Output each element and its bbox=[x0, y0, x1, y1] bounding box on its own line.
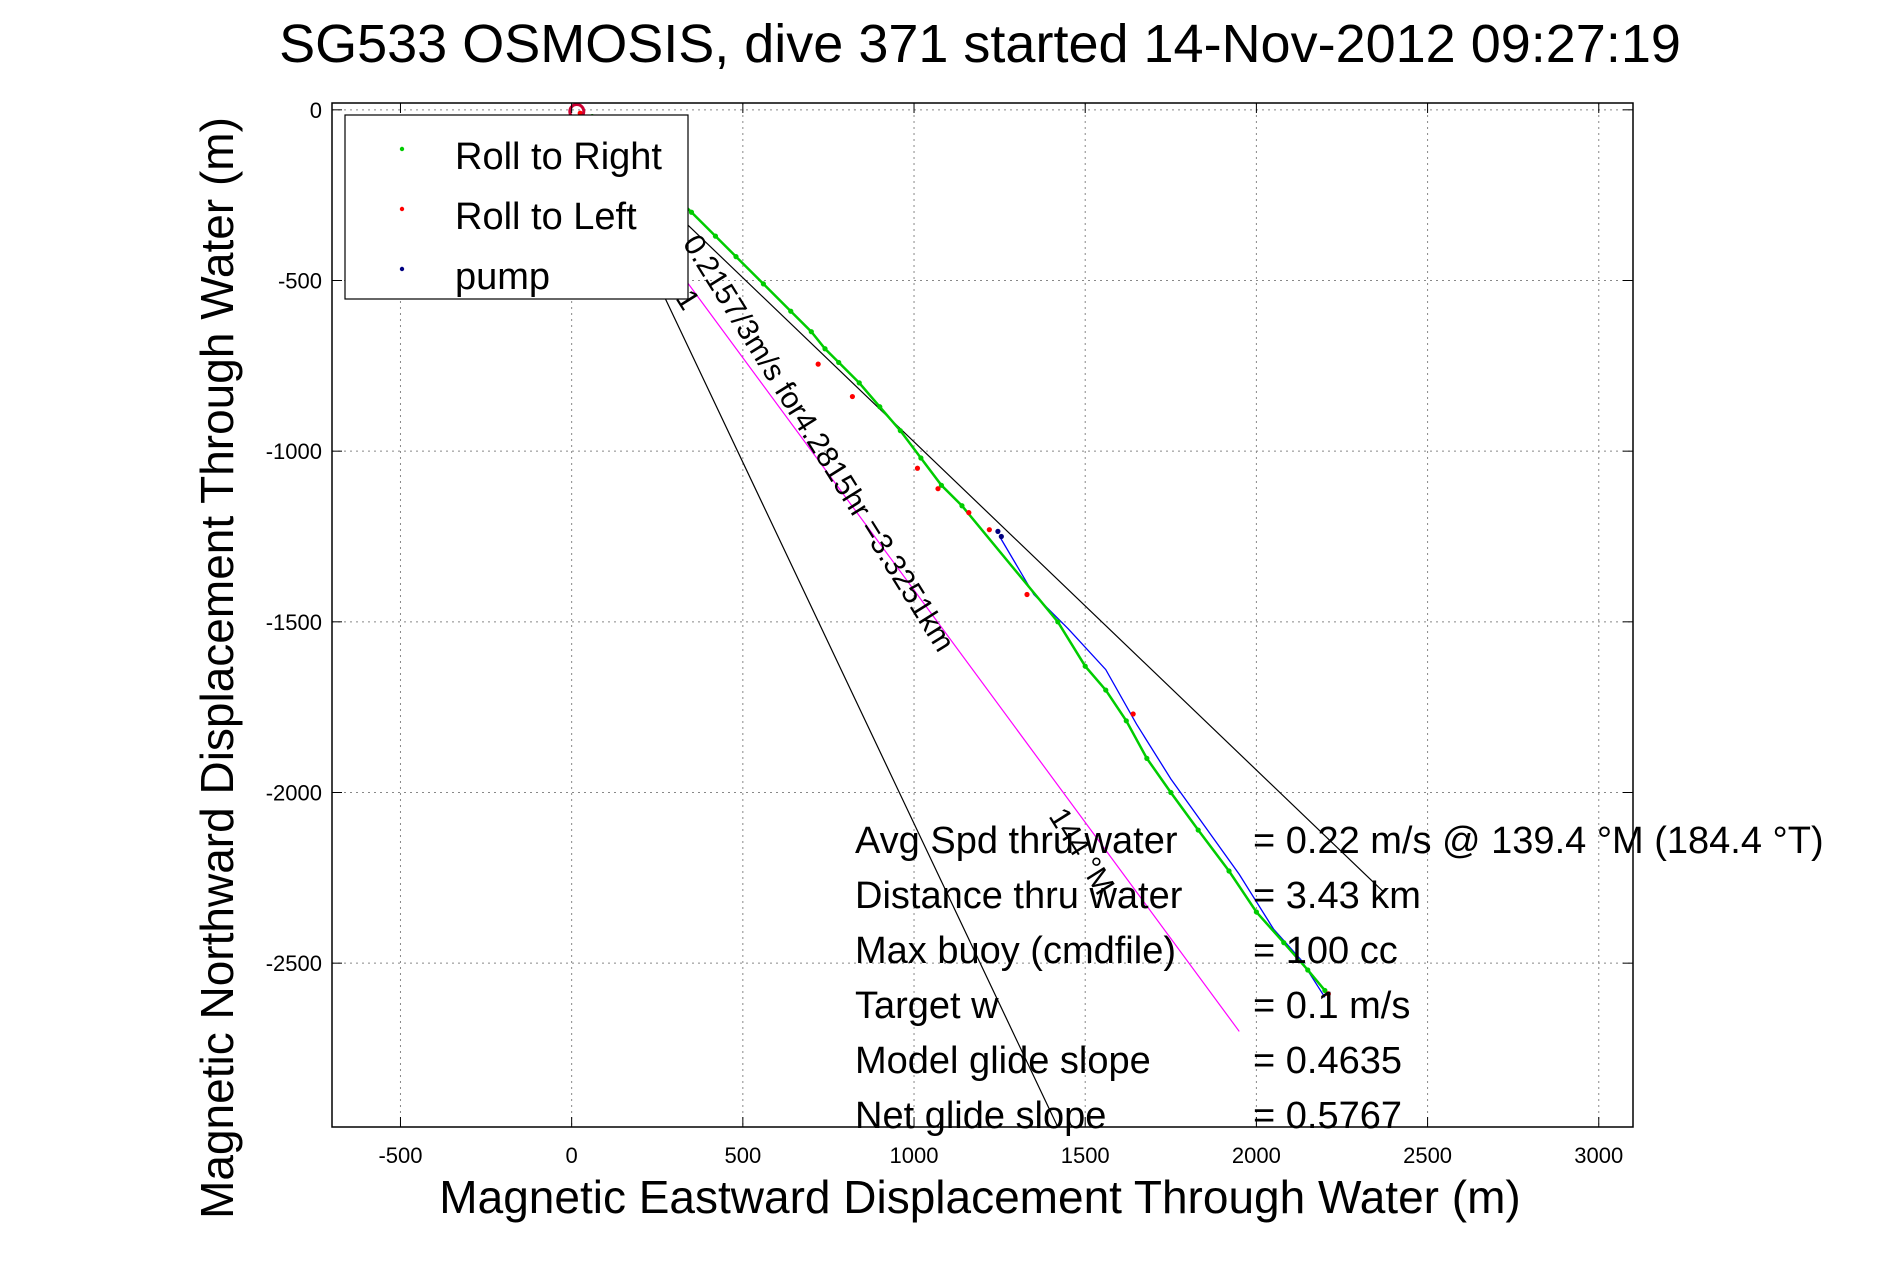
data-point bbox=[808, 329, 814, 335]
y-tick-label: -2000 bbox=[266, 780, 322, 805]
x-tick-label: 1500 bbox=[1061, 1143, 1110, 1168]
legend-marker bbox=[399, 146, 405, 152]
stat-value: = 0.1 m/s bbox=[1253, 985, 1410, 1027]
legend-label: Roll to Left bbox=[455, 196, 637, 238]
data-point bbox=[897, 428, 903, 434]
reference-line bbox=[622, 194, 1240, 1032]
legend-marker bbox=[399, 266, 405, 272]
data-point bbox=[1253, 909, 1259, 915]
data-point bbox=[966, 509, 972, 516]
data-point bbox=[836, 359, 842, 366]
legend-marker bbox=[399, 206, 405, 212]
x-tick-label: -500 bbox=[378, 1143, 422, 1168]
data-point bbox=[1144, 755, 1150, 761]
x-tick-label: 3000 bbox=[1574, 1143, 1623, 1168]
reference-lines bbox=[581, 123, 1384, 1128]
data-point bbox=[1226, 868, 1232, 874]
y-tick-label: -1500 bbox=[266, 610, 322, 635]
data-point bbox=[1305, 967, 1311, 973]
legend-label: pump bbox=[455, 256, 550, 298]
x-tick-label: 1000 bbox=[890, 1143, 939, 1168]
data-point bbox=[1130, 711, 1136, 717]
data-point bbox=[856, 380, 862, 386]
glider-track-line bbox=[999, 536, 1326, 998]
speed-annotation: 0.2157/3m/s for4.2815hr =3.3251km bbox=[676, 229, 961, 657]
data-point bbox=[849, 393, 856, 400]
data-point bbox=[712, 233, 719, 239]
chart-title: SG533 OSMOSIS, dive 371 started 14-Nov-2… bbox=[279, 14, 1681, 74]
data-point bbox=[877, 404, 883, 410]
data-point bbox=[1055, 619, 1061, 625]
data-point bbox=[1103, 687, 1109, 693]
x-tick-label: 2500 bbox=[1403, 1143, 1452, 1168]
data-point bbox=[760, 281, 766, 287]
stat-value: = 100 cc bbox=[1253, 930, 1398, 972]
data-point bbox=[822, 346, 828, 352]
data-point bbox=[986, 527, 992, 533]
data-point bbox=[1123, 718, 1129, 724]
stat-label: Target w bbox=[855, 985, 999, 1027]
line-annotations: 0.2157/3m/s for4.2815hr =3.3251km 144 °M… bbox=[669, 229, 1121, 900]
data-point bbox=[733, 254, 739, 260]
x-tick-label: 0 bbox=[566, 1143, 578, 1168]
stat-label: Net glide slope bbox=[855, 1095, 1106, 1137]
y-tick-label: -1000 bbox=[266, 439, 322, 464]
stat-value: = 0.4635 bbox=[1253, 1040, 1402, 1082]
data-point bbox=[1024, 591, 1030, 598]
stat-label: Max buoy (cmdfile) bbox=[855, 930, 1176, 972]
x-axis-label: Magnetic Eastward Displacement Through W… bbox=[439, 1171, 1520, 1223]
data-point bbox=[998, 533, 1004, 540]
data-point bbox=[1195, 827, 1201, 833]
stat-value: = 0.22 m/s @ 139.4 °M (184.4 °T) bbox=[1253, 820, 1824, 862]
data-point bbox=[935, 486, 941, 492]
data-point bbox=[788, 308, 794, 314]
data-point bbox=[1082, 663, 1088, 669]
axis-ticks: -500 0 500 1000 1500 2000 2500 3000 0 -500 -1000 -1… bbox=[266, 98, 1633, 1168]
y-tick-label: -2500 bbox=[266, 951, 322, 976]
data-point bbox=[1168, 789, 1174, 796]
data-point bbox=[815, 361, 821, 367]
stat-label: Avg Spd thru water bbox=[855, 820, 1178, 862]
stat-value: = 0.5767 bbox=[1253, 1095, 1402, 1137]
reference-line bbox=[588, 136, 1059, 1128]
data-point bbox=[1322, 987, 1328, 994]
data-point bbox=[995, 528, 1001, 534]
roll-right-track-line bbox=[591, 115, 1326, 992]
data-point bbox=[938, 482, 945, 488]
data-point bbox=[1325, 991, 1331, 997]
y-tick-label: 0 bbox=[310, 98, 322, 123]
stat-label: Distance thru water bbox=[855, 875, 1183, 917]
dive-statistics: Avg Spd thru water = 0.22 m/s @ 139.4 °M … bbox=[855, 820, 1824, 1137]
legend: Roll to Right Roll to Left pump bbox=[344, 114, 689, 300]
data-point bbox=[688, 209, 695, 215]
y-axis-label: Magnetic Northward Displacement Through … bbox=[191, 117, 243, 1219]
stat-value: = 3.43 km bbox=[1253, 875, 1421, 917]
data-point bbox=[1281, 940, 1287, 946]
reference-line bbox=[581, 123, 1384, 892]
data-point bbox=[918, 455, 924, 461]
data-point bbox=[959, 503, 965, 509]
x-tick-label: 500 bbox=[724, 1143, 761, 1168]
y-tick-label: -500 bbox=[278, 268, 322, 293]
legend-label: Roll to Right bbox=[455, 136, 662, 178]
x-tick-label: 2000 bbox=[1232, 1143, 1281, 1168]
plot-area-frame bbox=[331, 102, 1634, 1128]
stat-label: Model glide slope bbox=[855, 1040, 1151, 1082]
data-point bbox=[914, 465, 921, 471]
